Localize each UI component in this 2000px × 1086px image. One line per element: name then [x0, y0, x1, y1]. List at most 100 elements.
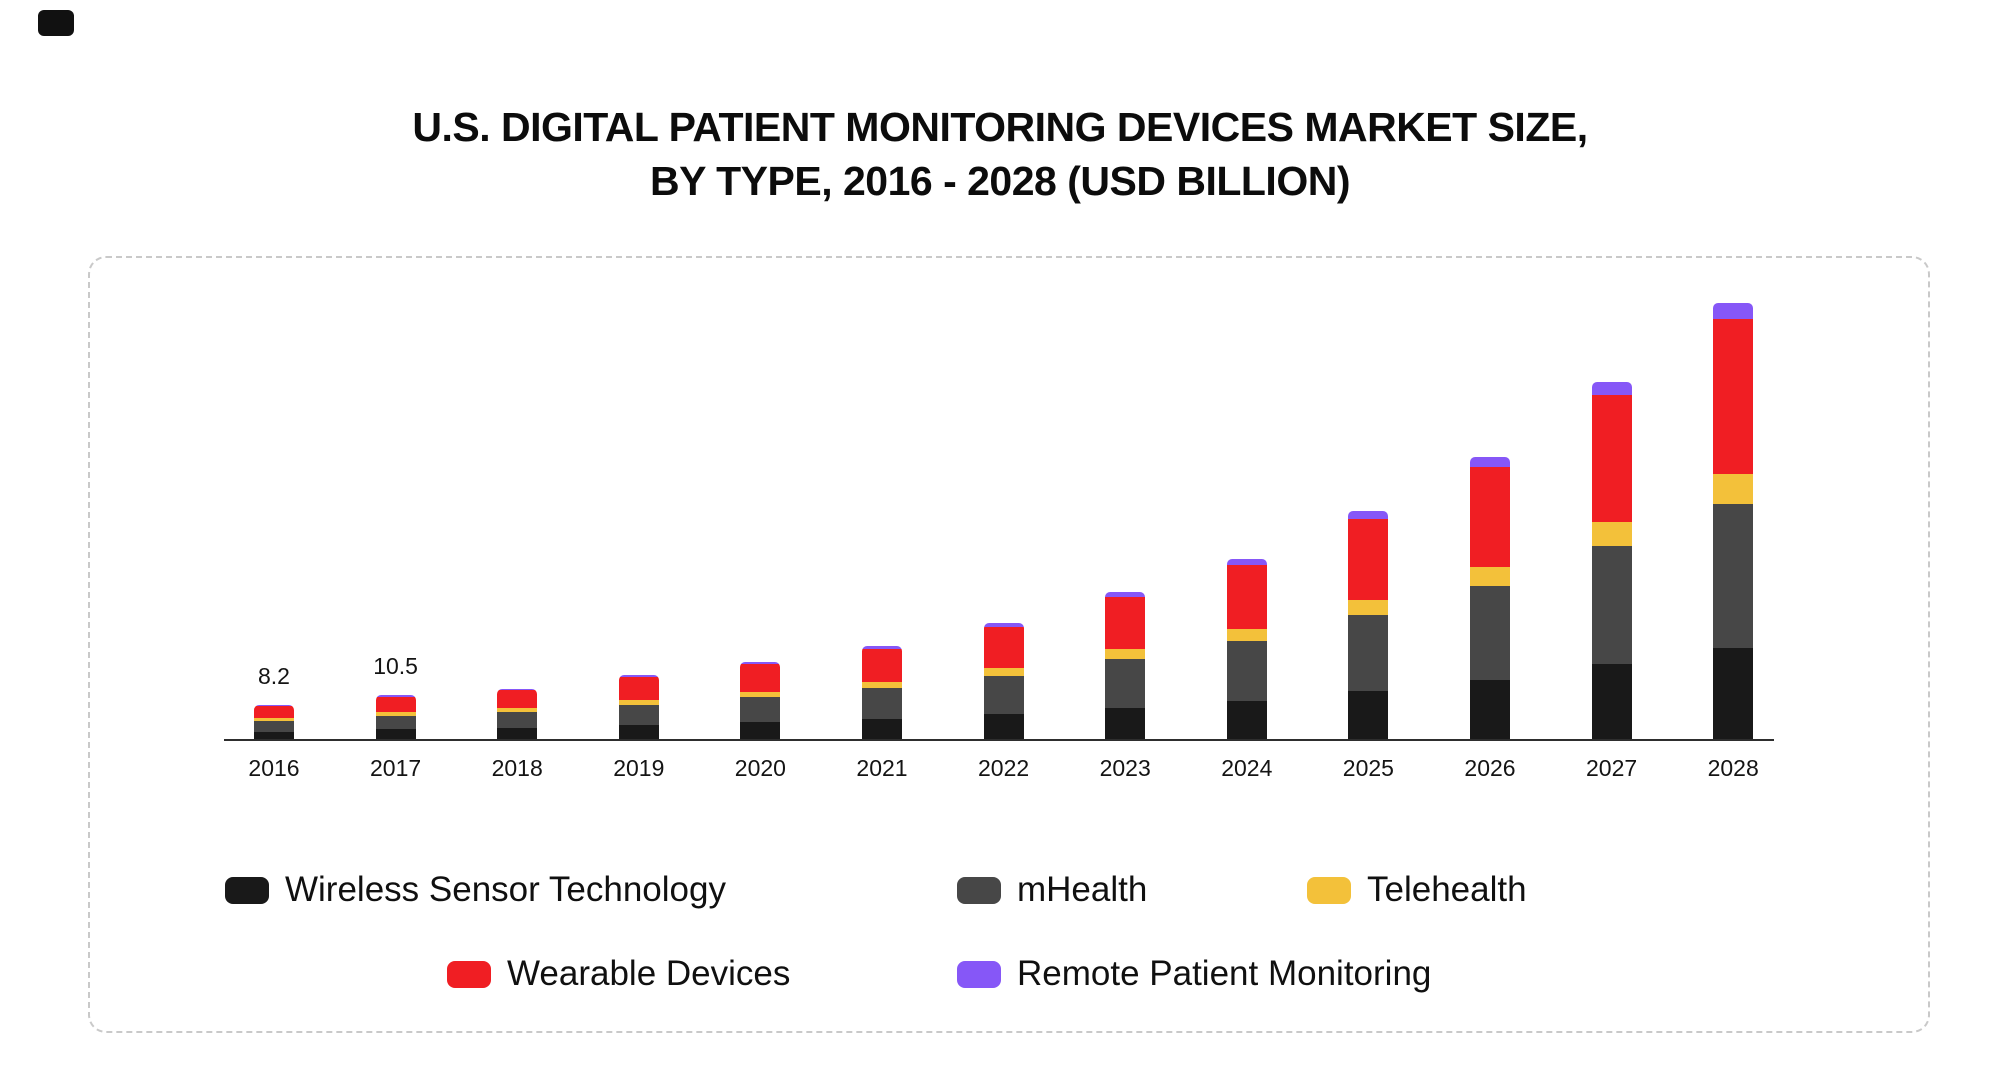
bar-segment-wearable-devices[interactable]: [1105, 596, 1146, 649]
bar-segment-wireless-sensor-technology[interactable]: [1591, 664, 1632, 739]
bar-segment-remote-patient-monitoring[interactable]: [497, 689, 538, 691]
bar-segment-telehealth[interactable]: [1470, 566, 1510, 587]
bar-segment-wireless-sensor-technology[interactable]: [1713, 648, 1754, 739]
bar-segment-wireless-sensor-technology[interactable]: [740, 722, 781, 739]
bar-segment-wearable-devices[interactable]: [740, 664, 781, 692]
bar-segment-telehealth[interactable]: [1105, 648, 1146, 660]
x-tick-2019: 2019: [613, 755, 665, 781]
x-axis-line: [224, 739, 1774, 741]
bar-2028[interactable]: [1713, 303, 1754, 739]
bar-segment-remote-patient-monitoring[interactable]: [740, 661, 781, 665]
bar-segment-telehealth[interactable]: [254, 718, 294, 721]
bar-segment-remote-patient-monitoring[interactable]: [254, 705, 294, 706]
bar-2020[interactable]: [740, 661, 781, 739]
bar-segment-remote-patient-monitoring[interactable]: [375, 695, 416, 697]
bar-segment-mhealth[interactable]: [1591, 546, 1632, 665]
bar-segment-remote-patient-monitoring[interactable]: [1226, 558, 1267, 565]
bar-2026[interactable]: [1470, 456, 1510, 739]
bar-segment-wireless-sensor-technology[interactable]: [618, 725, 659, 739]
bar-segment-telehealth[interactable]: [983, 667, 1024, 676]
x-tick-2028: 2028: [1707, 755, 1759, 781]
legend-item-telehealth[interactable]: Telehealth: [1307, 868, 1527, 912]
bar-2016[interactable]: [254, 705, 294, 739]
bar-segment-mhealth[interactable]: [983, 675, 1024, 715]
bar-segment-wearable-devices[interactable]: [1713, 318, 1754, 474]
bar-segment-wireless-sensor-technology[interactable]: [1226, 700, 1267, 739]
bar-2021[interactable]: [862, 645, 902, 739]
bar-segment-wireless-sensor-technology[interactable]: [497, 728, 538, 739]
legend-item-remote-patient-monitoring[interactable]: Remote Patient Monitoring: [957, 952, 1431, 996]
bar-segment-wireless-sensor-technology[interactable]: [375, 729, 416, 739]
bar-2025[interactable]: [1348, 510, 1389, 739]
bar-segment-wireless-sensor-technology[interactable]: [862, 719, 902, 739]
bar-segment-wireless-sensor-technology[interactable]: [1348, 690, 1389, 739]
bar-segment-remote-patient-monitoring[interactable]: [1105, 591, 1146, 597]
bar-segment-remote-patient-monitoring[interactable]: [862, 645, 902, 649]
bar-segment-telehealth[interactable]: [1591, 521, 1632, 547]
legend-item-mhealth[interactable]: mHealth: [957, 868, 1147, 912]
bar-segment-wearable-devices[interactable]: [862, 648, 902, 682]
bar-segment-telehealth[interactable]: [740, 691, 781, 698]
bar-segment-mhealth[interactable]: [1105, 659, 1146, 708]
bar-segment-wireless-sensor-technology[interactable]: [1470, 679, 1510, 739]
bar-2024[interactable]: [1226, 558, 1267, 739]
bar-segment-wearable-devices[interactable]: [1348, 518, 1389, 600]
x-tick-2025: 2025: [1342, 755, 1394, 781]
bar-2019[interactable]: [618, 674, 659, 739]
bar-segment-remote-patient-monitoring[interactable]: [1713, 303, 1754, 319]
bar-segment-mhealth[interactable]: [618, 704, 659, 726]
bar-segment-mhealth[interactable]: [740, 697, 781, 723]
legend-swatch-wireless-sensor-technology: [225, 876, 269, 904]
legend-swatch-telehealth: [1307, 876, 1351, 904]
bar-segment-wearable-devices[interactable]: [497, 690, 538, 709]
bar-segment-mhealth[interactable]: [1348, 615, 1389, 691]
bar-segment-mhealth[interactable]: [1226, 641, 1267, 701]
bar-segment-wireless-sensor-technology[interactable]: [254, 731, 294, 739]
bar-2027[interactable]: [1591, 382, 1632, 739]
bar-segment-mhealth[interactable]: [375, 715, 416, 730]
x-tick-2022: 2022: [978, 755, 1030, 781]
bar-2023[interactable]: [1105, 591, 1146, 739]
legend-item-wearable-devices[interactable]: Wearable Devices: [447, 952, 790, 996]
bar-segment-mhealth[interactable]: [254, 720, 294, 732]
bar-2018[interactable]: [497, 689, 538, 739]
legend-swatch-wearable-devices: [447, 960, 491, 988]
legend-label-remote-patient-monitoring: Remote Patient Monitoring: [1017, 954, 1432, 993]
bar-segment-telehealth[interactable]: [1713, 473, 1754, 505]
bar-segment-remote-patient-monitoring[interactable]: [1591, 382, 1632, 395]
x-axis-labels: 2016 2017 2018 2019 2020 2021 2022 2023 2024 2025…: [224, 755, 1780, 787]
bar-segment-mhealth[interactable]: [497, 712, 538, 729]
bar-2022[interactable]: [983, 622, 1024, 739]
bar-segment-telehealth[interactable]: [1348, 599, 1389, 616]
x-tick-2027: 2027: [1586, 755, 1638, 781]
bar-segment-wireless-sensor-technology[interactable]: [983, 714, 1024, 739]
bar-segment-remote-patient-monitoring[interactable]: [618, 674, 659, 677]
bar-segment-telehealth[interactable]: [1226, 628, 1267, 642]
bar-segment-mhealth[interactable]: [1470, 586, 1510, 680]
bar-segment-wearable-devices[interactable]: [1591, 394, 1632, 522]
value-label-2017: 10.5: [373, 653, 418, 680]
bar-segment-wearable-devices[interactable]: [1470, 466, 1510, 567]
legend-label-wireless-sensor-technology: Wireless Sensor Technology: [285, 870, 726, 909]
bar-segment-remote-patient-monitoring[interactable]: [983, 622, 1024, 627]
bar-segment-telehealth[interactable]: [862, 681, 902, 689]
bar-segment-telehealth[interactable]: [618, 700, 659, 705]
bar-segment-wireless-sensor-technology[interactable]: [1105, 707, 1146, 739]
chart-title-line2: BY TYPE, 2016 - 2028 (USD BILLION): [650, 158, 1350, 205]
x-tick-2023: 2023: [1099, 755, 1151, 781]
bar-segment-wearable-devices[interactable]: [983, 626, 1024, 668]
bar-segment-telehealth[interactable]: [375, 712, 416, 716]
bar-segment-mhealth[interactable]: [862, 688, 902, 720]
x-tick-2026: 2026: [1464, 755, 1516, 781]
bar-segment-telehealth[interactable]: [497, 708, 538, 713]
bar-segment-wearable-devices[interactable]: [1226, 564, 1267, 629]
bar-segment-remote-patient-monitoring[interactable]: [1470, 456, 1510, 467]
bar-segment-wearable-devices[interactable]: [375, 696, 416, 713]
bar-segment-wearable-devices[interactable]: [618, 676, 659, 700]
bar-segment-wearable-devices[interactable]: [254, 705, 294, 719]
bar-2017[interactable]: [375, 695, 416, 739]
x-tick-2016: 2016: [248, 755, 300, 781]
legend-item-wireless-sensor-technology[interactable]: Wireless Sensor Technology: [225, 868, 726, 912]
bar-segment-mhealth[interactable]: [1713, 504, 1754, 649]
bar-segment-remote-patient-monitoring[interactable]: [1348, 510, 1389, 519]
